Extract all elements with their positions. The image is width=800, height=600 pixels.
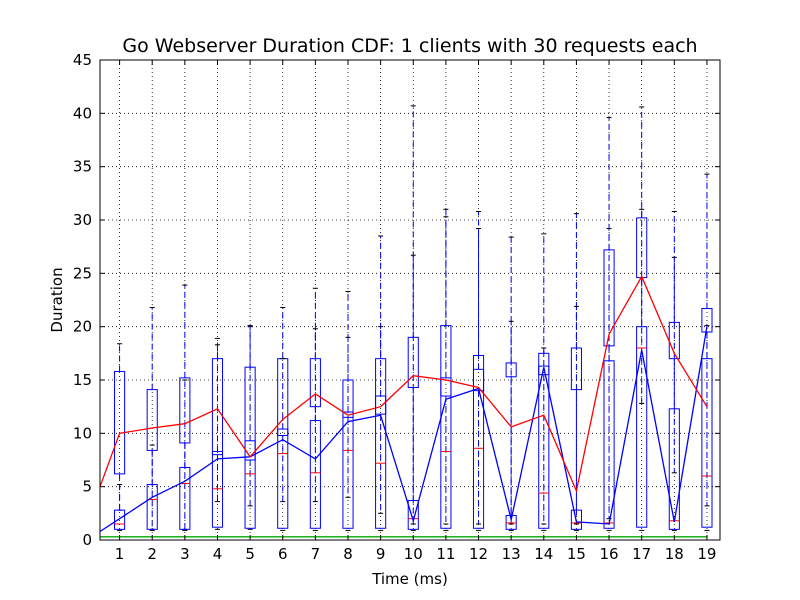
y-tick-label: 45: [73, 51, 92, 69]
x-tick-label: 18: [665, 545, 684, 563]
box: [277, 428, 289, 529]
series-lines: [99, 275, 708, 538]
grid: [100, 59, 720, 541]
x-tick-label: 4: [213, 545, 223, 563]
y-axis-label: Duration: [48, 267, 66, 332]
series-line: [99, 275, 708, 494]
x-tick-label: 19: [697, 545, 716, 563]
x-tick-label: 8: [343, 545, 353, 563]
x-tick-label: 3: [180, 545, 190, 563]
y-tick-label: 10: [73, 424, 92, 442]
y-tick-label: 5: [82, 478, 92, 496]
box: [114, 509, 126, 530]
y-tick-label: 30: [73, 211, 92, 229]
x-tick-label: 10: [404, 545, 423, 563]
inner-boxes: [114, 208, 713, 531]
x-tick-label: 11: [436, 545, 455, 563]
box: [570, 509, 582, 530]
box: [407, 500, 419, 530]
chart-title: Go Webserver Duration CDF: 1 clients wit…: [122, 35, 697, 57]
box: [701, 358, 713, 528]
box: [146, 484, 158, 530]
x-tick-label: 1: [115, 545, 125, 563]
y-tick-label: 40: [73, 104, 92, 122]
x-tick-label: 17: [632, 545, 651, 563]
y-tick-label: 20: [73, 318, 92, 336]
x-tick-label: 6: [278, 545, 288, 563]
box: [244, 440, 256, 529]
x-tick-label: 9: [376, 545, 386, 563]
y-tick-label: 25: [73, 264, 92, 282]
y-tick-label: 0: [82, 531, 92, 549]
box: [668, 408, 680, 530]
y-tick-label: 15: [73, 371, 92, 389]
box: [342, 411, 354, 529]
box: [603, 360, 615, 529]
box: [472, 368, 485, 529]
box: [375, 395, 387, 529]
outer-box: [114, 370, 126, 475]
box: [505, 514, 517, 530]
x-tick-label: 12: [469, 545, 488, 563]
x-tick-label: 15: [567, 545, 586, 563]
x-tick-label: 14: [534, 545, 553, 563]
outer-box: [375, 358, 387, 415]
outer-box: [244, 366, 256, 461]
box: [179, 466, 191, 530]
y-tick-label: 35: [73, 158, 92, 176]
x-tick-label: 16: [600, 545, 619, 563]
series-line: [99, 326, 708, 533]
plot-frame: [99, 59, 721, 541]
box: [440, 377, 452, 529]
box: [538, 365, 550, 529]
box: [309, 420, 321, 529]
x-tick-label: 5: [245, 545, 255, 563]
box: [211, 450, 224, 528]
x-axis-label: Time (ms): [371, 570, 448, 588]
box: [636, 326, 648, 528]
outer-box: [701, 308, 713, 333]
x-tick-label: 13: [502, 545, 521, 563]
x-tick-label: 2: [147, 545, 157, 563]
x-tick-label: 7: [311, 545, 321, 563]
